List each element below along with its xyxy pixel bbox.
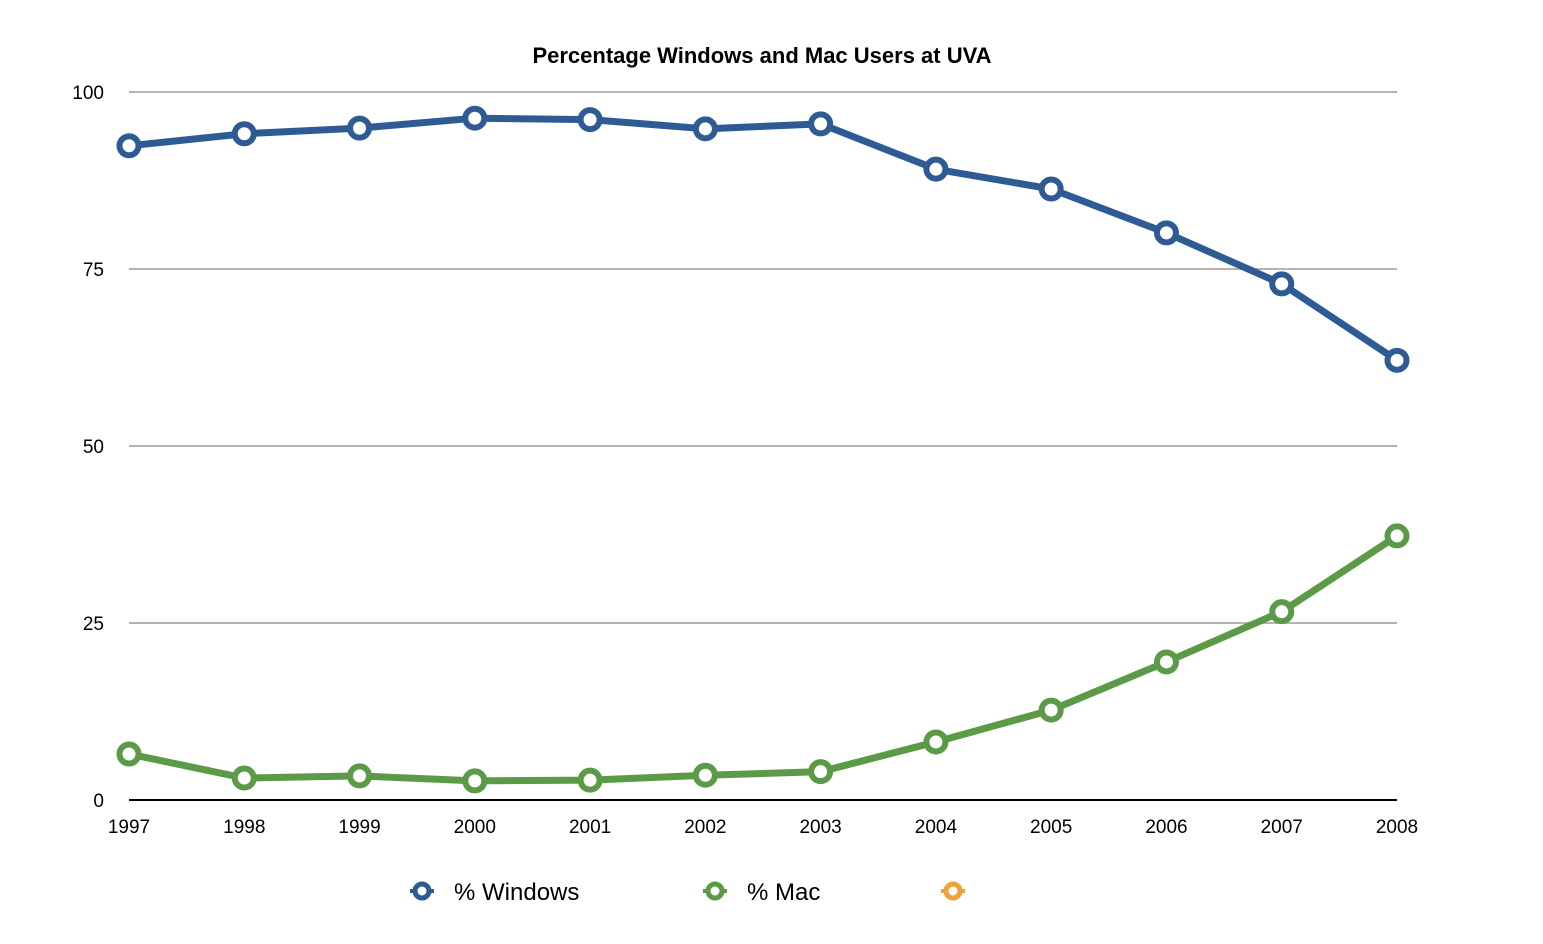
data-point [1384, 347, 1410, 373]
x-tick-label: 2002 [684, 817, 726, 838]
x-tick-label: 2008 [1376, 817, 1418, 838]
plot-area [116, 105, 1410, 794]
legend-marker-icon [943, 881, 963, 901]
data-point [231, 121, 257, 147]
data-point [1269, 271, 1295, 297]
x-tick-label: 1999 [338, 817, 380, 838]
data-point [1269, 599, 1295, 625]
legend-item: % Mac [703, 879, 820, 906]
legend-item: % Windows [410, 879, 579, 906]
grid [129, 91, 1397, 801]
series-1 [116, 105, 1410, 373]
legend-label: % Mac [747, 879, 820, 906]
data-point [1038, 697, 1064, 723]
y-tick-label: 75 [83, 260, 104, 281]
x-tick-label: 2001 [569, 817, 611, 838]
legend-marker-icon [705, 881, 725, 901]
legend-marker-icon [412, 881, 432, 901]
data-point [462, 768, 488, 794]
data-point [692, 116, 718, 142]
y-tick-label: 100 [72, 83, 104, 104]
data-point [1384, 523, 1410, 549]
data-point [577, 767, 603, 793]
data-point [116, 133, 142, 159]
data-point [808, 111, 834, 137]
x-tick-label: 2005 [1030, 817, 1072, 838]
x-tick-label: 2006 [1145, 817, 1187, 838]
x-tick-label: 2004 [915, 817, 958, 838]
data-point [808, 759, 834, 785]
y-axis: 0 25 50 75 100 [72, 83, 104, 812]
legend-item [941, 881, 965, 901]
data-point [347, 763, 373, 789]
series-line [125, 114, 1401, 364]
series-2 [116, 523, 1410, 794]
data-point [692, 762, 718, 788]
data-point [923, 156, 949, 182]
x-tick-label: 2000 [454, 817, 496, 838]
data-point [347, 115, 373, 141]
y-tick-label: 0 [93, 791, 104, 812]
x-tick-label: 2003 [799, 817, 841, 838]
y-tick-label: 25 [83, 614, 104, 635]
data-point [1153, 220, 1179, 246]
data-point [1153, 649, 1179, 675]
data-point [462, 105, 488, 131]
y-tick-label: 50 [83, 437, 104, 458]
x-tick-label: 1997 [108, 817, 150, 838]
data-point [231, 765, 257, 791]
legend-label: % Windows [454, 879, 579, 906]
legend: % Windows % Mac [410, 879, 965, 906]
chart-title: Percentage Windows and Mac Users at UVA [532, 43, 991, 68]
data-point [577, 107, 603, 133]
data-point [923, 729, 949, 755]
x-axis: 1997 1998 1999 2000 2001 2002 2003 2004 2005 2006… [108, 817, 1418, 838]
data-point [1038, 176, 1064, 202]
data-point [116, 741, 142, 767]
x-tick-label: 2007 [1261, 817, 1303, 838]
x-tick-label: 1998 [223, 817, 265, 838]
series-line [125, 532, 1401, 785]
